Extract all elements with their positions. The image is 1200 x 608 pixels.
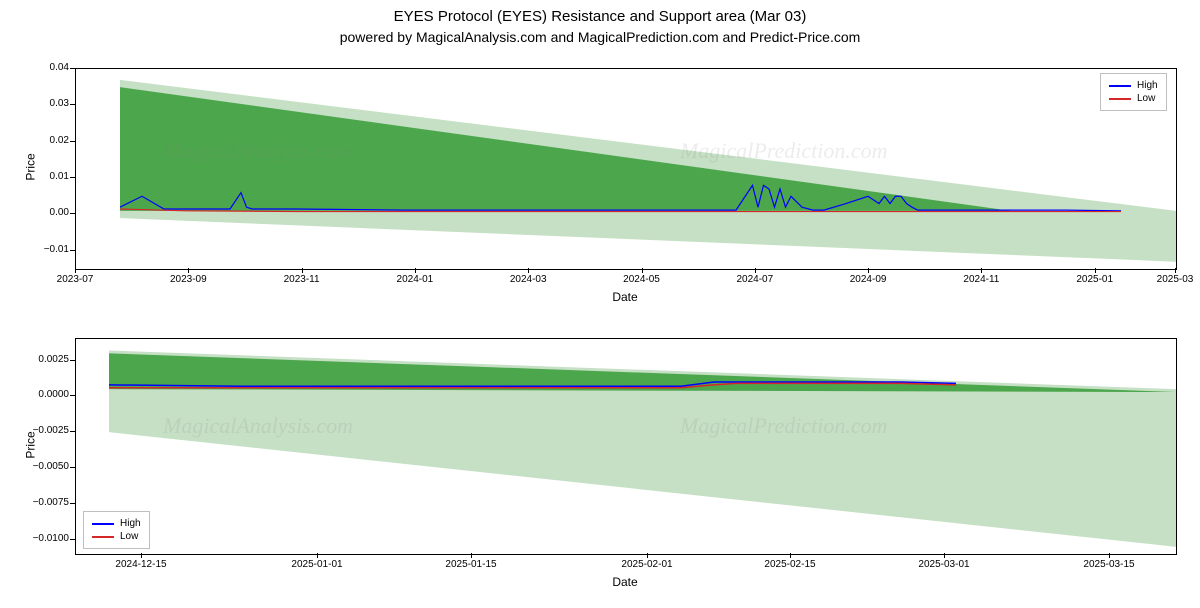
legend-label: Low [120,531,138,542]
xtick-label: 2023-09 [170,274,207,285]
legend-color-swatch [92,536,114,538]
xtick-mark [471,553,472,558]
legend-label: High [1137,80,1158,91]
xtick-mark [868,268,869,273]
xtick-mark [642,268,643,273]
chart-svg [76,339,1176,554]
chart-title: EYES Protocol (EYES) Resistance and Supp… [0,8,1200,25]
xtick-mark [188,268,189,273]
xlabel-bottom: Date [75,575,1175,589]
xtick-mark [1095,268,1096,273]
xtick-label: 2024-11 [963,274,999,285]
ytick-mark [70,503,75,504]
xtick-label: 2024-09 [850,274,887,285]
ytick-label: −0.01 [19,244,69,255]
ytick-label: 0.0025 [19,354,69,365]
xtick-mark [755,268,756,273]
xtick-label: 2024-05 [623,274,660,285]
chart-svg [76,69,1176,269]
xtick-label: 2025-03-15 [1083,559,1134,570]
ytick-mark [70,467,75,468]
ytick-mark [70,213,75,214]
ytick-label: 0.04 [19,62,69,73]
ytick-label: 0.03 [19,98,69,109]
xtick-label: 2024-01 [397,274,434,285]
ytick-mark [70,177,75,178]
legend-item: High [1109,80,1158,91]
xlabel-top: Date [75,290,1175,304]
xtick-label: 2023-07 [57,274,94,285]
support-resistance-fill-dark [120,87,1011,211]
xtick-mark [75,268,76,273]
ytick-mark [70,431,75,432]
legend-item: High [92,518,141,529]
ytick-label: 0.01 [19,171,69,182]
chart-subtitle: powered by MagicalAnalysis.com and Magic… [0,29,1200,45]
ytick-label: 0.0000 [19,389,69,400]
chart-top [75,68,1177,270]
xtick-mark [1175,268,1176,273]
xtick-mark [944,553,945,558]
ytick-label: −0.0050 [19,461,69,472]
legend-color-swatch [1109,85,1131,87]
xtick-label: 2025-03 [1157,274,1194,285]
legend-label: High [120,518,141,529]
xtick-label: 2024-07 [736,274,773,285]
legend-color-swatch [92,523,114,525]
xtick-label: 2023-11 [284,274,320,285]
legend-label: Low [1137,93,1155,104]
xtick-label: 2025-02-01 [621,559,672,570]
ytick-mark [70,250,75,251]
xtick-mark [302,268,303,273]
ytick-mark [70,141,75,142]
legend-item: Low [1109,93,1158,104]
xtick-label: 2025-03-01 [918,559,969,570]
ytick-mark [70,360,75,361]
chart-container: EYES Protocol (EYES) Resistance and Supp… [0,8,1200,608]
legend-top: High Low [1100,73,1167,111]
xtick-mark [528,268,529,273]
xtick-label: 2025-02-15 [764,559,815,570]
legend-item: Low [92,531,141,542]
xtick-mark [647,553,648,558]
xtick-mark [1109,553,1110,558]
ytick-label: 0.02 [19,135,69,146]
xtick-mark [141,553,142,558]
legend-bottom: High Low [83,511,150,549]
xtick-label: 2025-01-15 [445,559,496,570]
ytick-label: −0.0025 [19,425,69,436]
ytick-mark [70,68,75,69]
xtick-label: 2025-01 [1076,274,1113,285]
ytick-mark [70,539,75,540]
ytick-label: −0.0100 [19,533,69,544]
xtick-mark [317,553,318,558]
legend-color-swatch [1109,98,1131,100]
xtick-mark [981,268,982,273]
xtick-label: 2024-12-15 [115,559,166,570]
xtick-mark [790,553,791,558]
xtick-label: 2025-01-01 [291,559,342,570]
chart-bottom [75,338,1177,555]
ytick-mark [70,104,75,105]
ytick-label: −0.0075 [19,497,69,508]
ytick-mark [70,395,75,396]
xtick-label: 2024-03 [510,274,547,285]
ytick-label: 0.00 [19,207,69,218]
xtick-mark [415,268,416,273]
